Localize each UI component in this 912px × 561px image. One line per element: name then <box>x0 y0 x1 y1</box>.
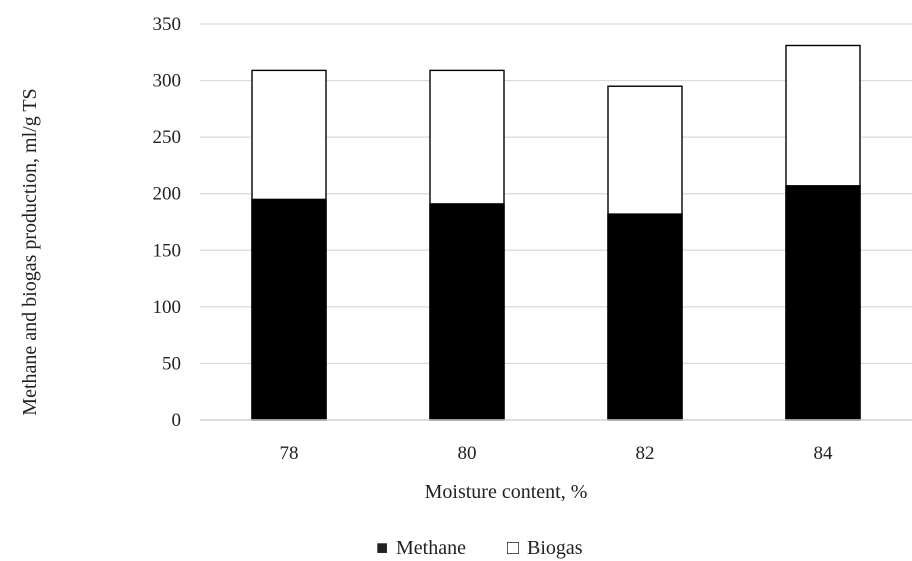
y-tick-label: 50 <box>162 353 181 374</box>
y-axis-ticks: 0 50 100 150 200 250 300 350 <box>153 14 182 431</box>
legend-symbol-methane: ■ <box>376 537 388 559</box>
y-tick-label: 200 <box>153 184 182 205</box>
legend-symbol-biogas: □ <box>507 537 519 559</box>
legend-label-biogas: Biogas <box>527 537 583 559</box>
x-tick-label: 80 <box>458 443 477 464</box>
y-tick-label: 100 <box>153 297 182 318</box>
y-axis-title: Methane and biogas production, ml/g TS <box>19 88 41 415</box>
y-tick-label: 300 <box>153 71 182 92</box>
x-axis-ticks: 78 80 82 84 <box>280 443 834 464</box>
y-tick-label: 0 <box>172 410 182 431</box>
x-axis-title: Moisture content, % <box>425 481 588 503</box>
x-tick-label: 84 <box>814 443 834 464</box>
x-tick-label: 82 <box>636 443 655 464</box>
bar-methane-78 <box>251 198 327 421</box>
y-tick-label: 350 <box>153 14 182 35</box>
bar-methane-82 <box>607 213 683 421</box>
y-tick-label: 150 <box>153 240 182 261</box>
legend: ■ Methane □ Biogas <box>376 537 583 559</box>
y-tick-label: 250 <box>153 127 182 148</box>
bar-methane-84 <box>785 185 861 421</box>
x-tick-label: 78 <box>280 443 299 464</box>
bars <box>251 44 861 421</box>
bar-methane-80 <box>429 203 505 421</box>
legend-label-methane: Methane <box>396 537 466 559</box>
